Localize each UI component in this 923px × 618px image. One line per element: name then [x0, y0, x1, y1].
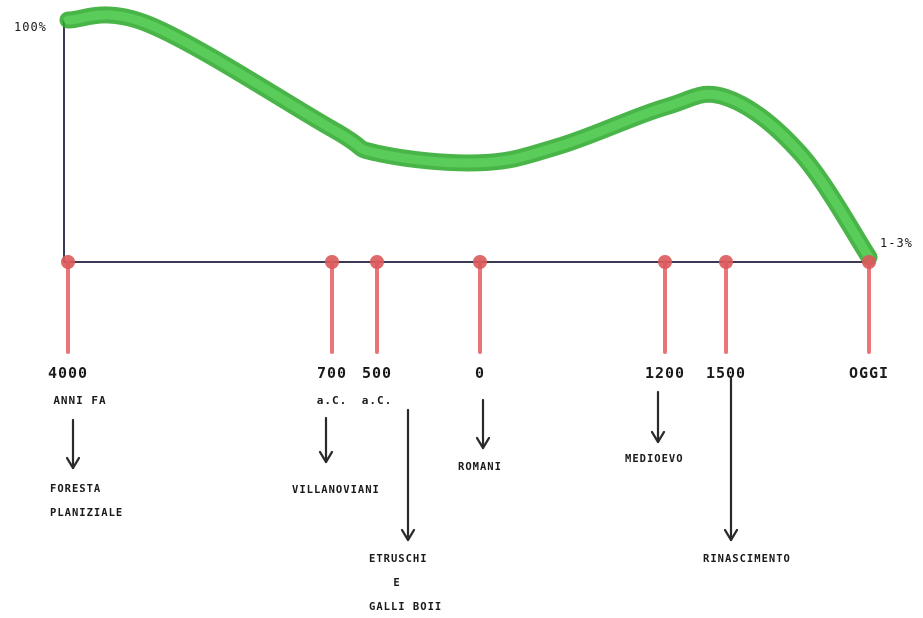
- marker-dot: [473, 255, 487, 269]
- marker-date-label: 700: [317, 364, 347, 382]
- marker-dot: [862, 255, 876, 269]
- marker-dot: [719, 255, 733, 269]
- marker-sub-label: ANNI FA: [53, 394, 106, 407]
- marker-dot: [370, 255, 384, 269]
- marker-date-label: OGGI: [849, 364, 889, 382]
- event-arrow-head: [400, 528, 416, 542]
- event-label: ETRUSCHI: [369, 553, 428, 565]
- marker-dot: [325, 255, 339, 269]
- event-label: E: [393, 577, 400, 589]
- event-label: FORESTA: [50, 483, 101, 495]
- marker-dot: [658, 255, 672, 269]
- event-arrow-head: [723, 528, 739, 542]
- event-label: MEDIOEVO: [625, 453, 684, 465]
- event-label: GALLI BOII: [369, 601, 442, 613]
- event-arrow-head: [65, 456, 81, 470]
- forest-cover-curve-highlight: [63, 10, 874, 262]
- marker-sub-label: a.C.: [362, 394, 393, 407]
- event-arrow-head: [318, 450, 334, 464]
- marker-date-label: 0: [475, 364, 485, 382]
- event-label: PLANIZIALE: [50, 507, 123, 519]
- event-label: ROMANI: [458, 461, 502, 473]
- y-axis-end-label: 1-3%: [880, 236, 913, 250]
- marker-dot: [61, 255, 75, 269]
- marker-date-label: 1500: [706, 364, 746, 382]
- marker-date-label: 4000: [48, 364, 88, 382]
- event-arrow-head: [650, 430, 666, 444]
- event-label: RINASCIMENTO: [703, 553, 791, 565]
- marker-date-label: 1200: [645, 364, 685, 382]
- event-label: VILLANOVIANI: [292, 484, 380, 496]
- forest-cover-curve: [59, 6, 878, 266]
- timeline-markers: 4000 ANNI FA FORESTA PLANIZIALE 700 a.C. VILLA…: [48, 255, 889, 613]
- marker-sub-label: a.C.: [317, 394, 348, 407]
- event-arrow-head: [475, 436, 491, 450]
- y-axis-top-label: 100%: [14, 20, 47, 34]
- marker-date-label: 500: [362, 364, 392, 382]
